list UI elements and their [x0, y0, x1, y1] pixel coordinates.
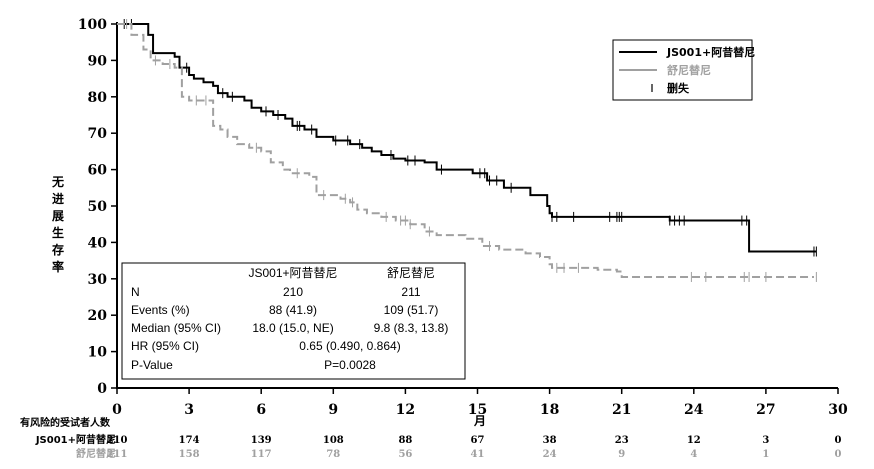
at-risk-count: 12	[687, 435, 701, 446]
y-tick-label: 20	[88, 308, 108, 324]
y-axis-title: 无进展生存率	[51, 175, 64, 274]
at-risk-count: 41	[471, 449, 485, 460]
stats-cell: 109 (51.7)	[384, 303, 439, 317]
x-tick-label: 3	[184, 402, 194, 418]
at-risk-title: 有风险的受试者人数	[20, 416, 111, 429]
at-risk-count: 174	[179, 435, 200, 446]
at-risk-count: 78	[326, 449, 340, 460]
stats-row-label: N	[131, 285, 140, 299]
at-risk-count: 0	[835, 449, 842, 460]
x-tick-label: 21	[612, 402, 631, 418]
x-tick-label: 9	[328, 402, 338, 418]
x-tick-label: 24	[684, 402, 704, 418]
stats-cell-p-value: P=0.0028	[324, 358, 376, 372]
at-risk-count: 108	[323, 435, 344, 446]
y-tick-label: 90	[88, 53, 108, 69]
at-risk-count: 3	[762, 435, 769, 446]
stats-cell: 88 (41.9)	[269, 303, 317, 317]
stats-table-box	[121, 262, 466, 380]
x-tick-label: 6	[256, 402, 266, 418]
stats-row-label: HR (95% CI)	[131, 339, 199, 353]
at-risk-count: 56	[398, 449, 412, 460]
stats-cell: 210	[283, 285, 303, 299]
y-axis-ticks: 0 10 20 30 40 50 60 70 80 90 100	[78, 17, 117, 397]
stats-table: JS001+阿昔替尼 舒尼替尼 N 210 211 Events (%) 88 …	[121, 262, 466, 380]
legend-label-series-2: 舒尼替尼	[667, 63, 711, 77]
at-risk-count: 67	[471, 435, 485, 446]
at-risk-count: 9	[618, 449, 625, 460]
stats-row-label: Median (95% CI)	[131, 321, 221, 335]
stats-cell: 9.8 (8.3, 13.8)	[374, 321, 449, 335]
survival-curves	[117, 19, 817, 282]
at-risk-count: 24	[543, 449, 557, 460]
at-risk-count: 210	[107, 435, 128, 446]
y-tick-label: 40	[88, 235, 108, 251]
at-risk-count: 158	[179, 449, 200, 460]
at-risk-count: 139	[251, 435, 272, 446]
legend-label-series-1: JS001+阿昔替尼	[666, 45, 755, 59]
stats-cell-hr: 0.65 (0.490, 0.864)	[299, 339, 400, 353]
legend: JS001+阿昔替尼 舒尼替尼 删失	[612, 39, 755, 101]
survival-curve-series-1	[117, 23, 817, 253]
at-risk-count: 211	[107, 449, 128, 460]
at-risk-count: 0	[835, 435, 842, 446]
stats-cell: 211	[401, 285, 420, 299]
x-tick-label: 15	[468, 402, 487, 418]
at-risk-count: 23	[615, 435, 629, 446]
stats-header-arm-2: 舒尼替尼	[387, 266, 435, 280]
y-tick-label: 60	[88, 163, 108, 179]
x-tick-label: 0	[112, 402, 122, 418]
y-tick-label: 70	[88, 126, 108, 142]
at-risk-count: 4	[690, 449, 697, 460]
survival-curve-series-2	[117, 23, 814, 278]
at-risk-row-label: 舒尼替尼	[76, 447, 116, 460]
at-risk-count: 88	[398, 435, 412, 446]
at-risk-count: 117	[251, 449, 272, 460]
at-risk-row-label: JS001+阿昔替尼	[35, 433, 116, 446]
y-tick-label: 100	[78, 17, 107, 33]
y-tick-label: 30	[88, 272, 108, 288]
y-tick-label: 0	[97, 381, 107, 397]
y-tick-label: 50	[88, 199, 108, 215]
x-tick-label: 30	[828, 402, 848, 418]
y-tick-label: 10	[88, 345, 108, 361]
x-tick-label: 12	[396, 402, 415, 418]
stats-cell: 18.0 (15.0, NE)	[252, 321, 333, 335]
x-tick-label: 27	[756, 402, 775, 418]
legend-label-censor: 删失	[667, 81, 690, 95]
x-axis-ticks: 0 3 6 9 12 15 18 21 24 27 30	[112, 388, 848, 418]
y-tick-label: 80	[88, 90, 108, 106]
stats-row-label: P-Value	[131, 358, 173, 372]
x-axis-title: 月	[473, 414, 486, 428]
stats-header-arm-1: JS001+阿昔替尼	[248, 266, 337, 280]
x-tick-label: 18	[540, 402, 559, 418]
at-risk-count: 38	[543, 435, 557, 446]
at-risk-count: 1	[762, 449, 769, 460]
stats-row-label: Events (%)	[131, 303, 190, 317]
